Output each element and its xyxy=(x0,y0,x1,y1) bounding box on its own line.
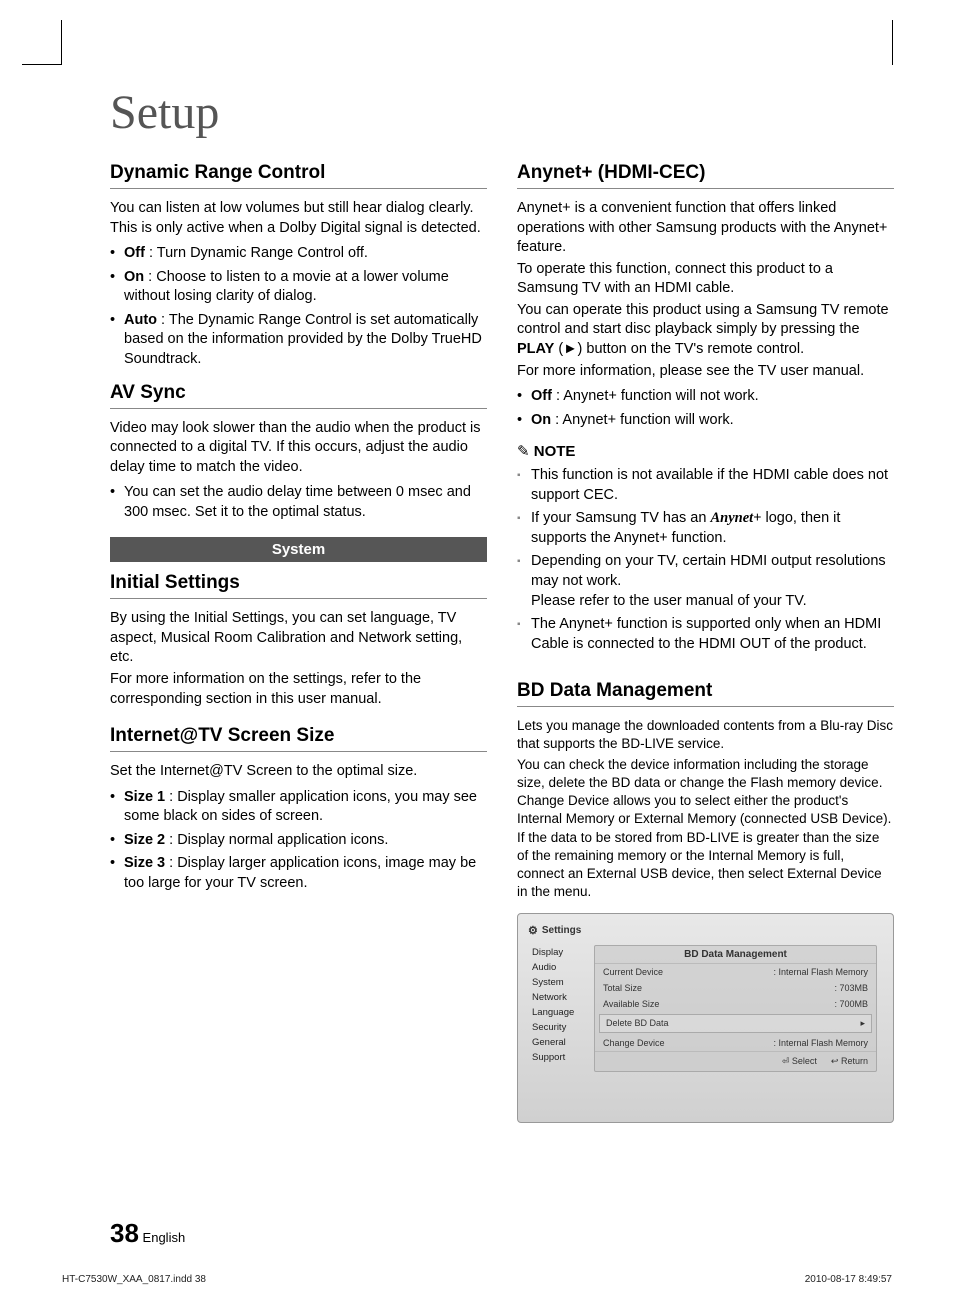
list-item: Off : Anynet+ function will not work. xyxy=(517,387,894,407)
any-p4: For more information, please see the TV … xyxy=(517,362,894,382)
list-item: Size 2 : Display normal application icon… xyxy=(110,831,487,851)
drc-intro: You can listen at low volumes but still … xyxy=(110,199,487,238)
return-icon: ↩ xyxy=(831,1056,839,1066)
ss-panel-title: BD Data Management xyxy=(595,946,876,964)
sidebar-item-system[interactable]: System xyxy=(528,975,588,990)
itv-intro: Set the Internet@TV Screen to the optima… xyxy=(110,762,487,782)
init-p2: For more information on the settings, re… xyxy=(110,670,487,709)
ss-row: Current Device: Internal Flash Memory xyxy=(595,964,876,980)
ss-row: Total Size: 703MB xyxy=(595,980,876,996)
list-item: Size 1 : Display smaller application ico… xyxy=(110,788,487,827)
list-item: Auto : The Dynamic Range Control is set … xyxy=(110,311,487,370)
footer-file: HT-C7530W_XAA_0817.indd 38 xyxy=(62,1274,206,1285)
av-list: You can set the audio delay time between… xyxy=(110,483,487,522)
any-p1: Anynet+ is a convenient function that of… xyxy=(517,199,894,258)
delete-bd-data-button[interactable]: Delete BD Data▸ xyxy=(599,1014,872,1033)
page-content: Setup Dynamic Range Control You can list… xyxy=(110,85,894,1247)
list-item: On : Anynet+ function will work. xyxy=(517,411,894,431)
heading-itv: Internet@TV Screen Size xyxy=(110,725,487,752)
init-p1: By using the Initial Settings, you can s… xyxy=(110,609,487,668)
heading-initial: Initial Settings xyxy=(110,572,487,599)
ss-sidebar: Display Audio System Network Language Se… xyxy=(528,945,588,1072)
enter-icon: ⏎ xyxy=(782,1056,790,1066)
list-item: Depending on your TV, certain HDMI outpu… xyxy=(517,552,894,611)
return-hint: ↩ Return xyxy=(831,1056,868,1067)
two-column-layout: Dynamic Range Control You can listen at … xyxy=(110,158,894,1123)
ss-title: ⚙Settings xyxy=(528,924,883,937)
itv-list: Size 1 : Display smaller application ico… xyxy=(110,788,487,894)
sidebar-item-network[interactable]: Network xyxy=(528,990,588,1005)
sidebar-item-language[interactable]: Language xyxy=(528,1005,588,1020)
list-item: Size 3 : Display larger application icon… xyxy=(110,854,487,893)
sidebar-item-support[interactable]: Support xyxy=(528,1050,588,1065)
any-list: Off : Anynet+ function will not work. On… xyxy=(517,387,894,430)
note-list: This function is not available if the HD… xyxy=(517,466,894,654)
sidebar-item-display[interactable]: Display xyxy=(528,945,588,960)
av-intro: Video may look slower than the audio whe… xyxy=(110,419,487,478)
page-title: Setup xyxy=(110,85,894,140)
footer-timestamp: 2010-08-17 8:49:57 xyxy=(805,1274,892,1285)
chevron-right-icon: ▸ xyxy=(860,1018,865,1029)
crop-mark-tl xyxy=(22,20,62,65)
anynet-logo-icon: Anynet+ xyxy=(710,510,761,526)
any-p3: You can operate this product using a Sam… xyxy=(517,301,894,360)
list-item: The Anynet+ function is supported only w… xyxy=(517,615,894,654)
heading-avsync: AV Sync xyxy=(110,382,487,409)
list-item: On : Choose to listen to a movie at a lo… xyxy=(110,268,487,307)
list-item: Off : Turn Dynamic Range Control off. xyxy=(110,244,487,264)
note-heading: NOTE xyxy=(517,442,894,460)
ss-footer: ⏎ Select ↩ Return xyxy=(595,1051,876,1071)
sidebar-item-security[interactable]: Security xyxy=(528,1020,588,1035)
ss-row: Change Device: Internal Flash Memory xyxy=(595,1035,876,1051)
bd-p2: You can check the device information inc… xyxy=(517,756,894,902)
left-column: Dynamic Range Control You can listen at … xyxy=(110,158,487,1123)
gear-icon: ⚙ xyxy=(528,924,538,937)
list-item: If your Samsung TV has an Anynet+ logo, … xyxy=(517,509,894,548)
heading-anynet: Anynet+ (HDMI-CEC) xyxy=(517,162,894,189)
list-item: You can set the audio delay time between… xyxy=(110,483,487,522)
drc-list: Off : Turn Dynamic Range Control off. On… xyxy=(110,244,487,369)
ss-panel: BD Data Management Current Device: Inter… xyxy=(594,945,877,1072)
crop-mark-tr xyxy=(892,20,932,65)
heading-bd: BD Data Management xyxy=(517,680,894,707)
system-box-header: System xyxy=(110,537,487,562)
bd-p1: Lets you manage the downloaded contents … xyxy=(517,717,894,753)
heading-drc: Dynamic Range Control xyxy=(110,162,487,189)
any-p2: To operate this function, connect this p… xyxy=(517,260,894,299)
sidebar-item-general[interactable]: General xyxy=(528,1035,588,1050)
select-hint: ⏎ Select xyxy=(782,1056,817,1067)
settings-screenshot: ⚙Settings Display Audio System Network L… xyxy=(517,913,894,1123)
page-number: 38 English xyxy=(110,1218,185,1249)
list-item: This function is not available if the HD… xyxy=(517,466,894,505)
ss-row: Available Size: 700MB xyxy=(595,996,876,1012)
sidebar-item-audio[interactable]: Audio xyxy=(528,960,588,975)
right-column: Anynet+ (HDMI-CEC) Anynet+ is a convenie… xyxy=(517,158,894,1123)
